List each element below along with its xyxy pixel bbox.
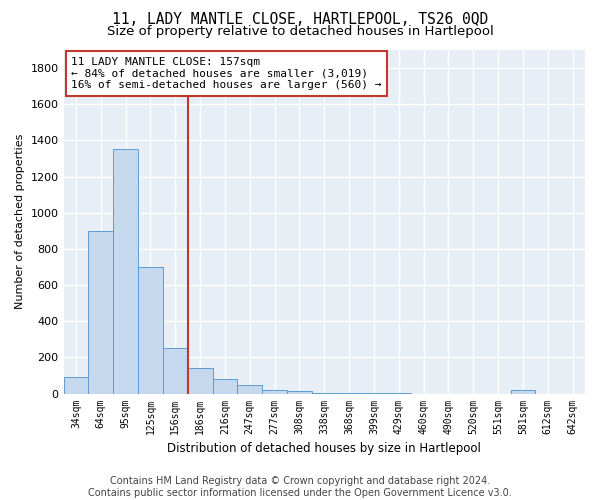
Bar — [262, 390, 287, 394]
Bar — [113, 150, 138, 394]
Text: Contains HM Land Registry data © Crown copyright and database right 2024.
Contai: Contains HM Land Registry data © Crown c… — [88, 476, 512, 498]
X-axis label: Distribution of detached houses by size in Hartlepool: Distribution of detached houses by size … — [167, 442, 481, 455]
Bar — [188, 368, 212, 394]
Bar — [138, 267, 163, 394]
Bar — [287, 391, 312, 394]
Text: 11 LADY MANTLE CLOSE: 157sqm
← 84% of detached houses are smaller (3,019)
16% of: 11 LADY MANTLE CLOSE: 157sqm ← 84% of de… — [71, 57, 382, 90]
Y-axis label: Number of detached properties: Number of detached properties — [15, 134, 25, 310]
Bar — [238, 384, 262, 394]
Bar — [88, 231, 113, 394]
Text: Size of property relative to detached houses in Hartlepool: Size of property relative to detached ho… — [107, 25, 493, 38]
Text: 11, LADY MANTLE CLOSE, HARTLEPOOL, TS26 0QD: 11, LADY MANTLE CLOSE, HARTLEPOOL, TS26 … — [112, 12, 488, 28]
Bar — [511, 390, 535, 394]
Bar — [312, 392, 337, 394]
Bar — [337, 393, 362, 394]
Bar — [163, 348, 188, 394]
Bar — [64, 378, 88, 394]
Bar — [212, 379, 238, 394]
